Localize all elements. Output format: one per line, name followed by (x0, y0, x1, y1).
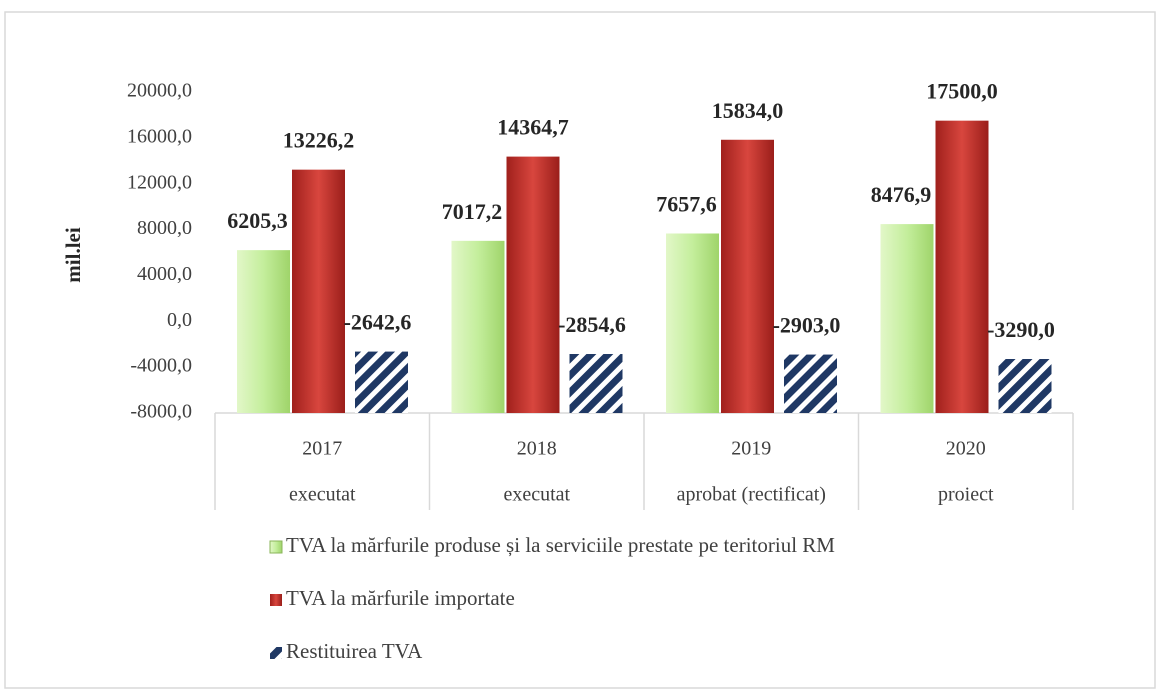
y-tick-label: 16000,0 (127, 125, 192, 147)
legend-label: TVA la mărfurile importate (286, 586, 515, 610)
bar (880, 224, 934, 413)
data-label: 7657,6 (656, 192, 717, 217)
bar (784, 354, 837, 413)
data-label: 17500,0 (926, 79, 998, 104)
bar (355, 351, 408, 413)
x-tick-label: 2019 (731, 438, 771, 460)
y-tick-label: 0,0 (167, 309, 192, 331)
data-label: 6205,3 (227, 208, 288, 233)
x-sublabel: proiect (938, 484, 994, 506)
x-sublabel: aprobat (rectificat) (677, 484, 826, 506)
x-tick-label: 2020 (946, 438, 986, 460)
data-label: -2642,6 (344, 310, 412, 335)
bar (721, 139, 774, 414)
data-label: -2903,0 (773, 313, 841, 338)
data-label: 8476,9 (871, 182, 932, 207)
x-tick-label: 2017 (302, 438, 342, 460)
y-tick-label: 12000,0 (127, 171, 192, 193)
data-label: -3290,0 (987, 317, 1055, 342)
bar (935, 120, 989, 414)
bar (292, 169, 345, 413)
bar (506, 156, 560, 414)
legend-label: Restituirea TVA (286, 639, 423, 663)
legend-marker (270, 594, 282, 606)
x-sublabel: executat (289, 484, 356, 506)
data-label: 15834,0 (712, 98, 784, 123)
y-tick-label: -8000,0 (130, 401, 192, 423)
legend-label: TVA la mărfurile produse și la serviciil… (286, 533, 835, 557)
bar (569, 354, 623, 413)
bar (451, 240, 505, 413)
bar (237, 250, 290, 413)
y-tick-label: -4000,0 (130, 355, 192, 377)
y-tick-label: 8000,0 (137, 217, 192, 239)
data-label: 14364,7 (497, 115, 569, 140)
bar (998, 359, 1052, 413)
data-label: -2854,6 (558, 312, 626, 337)
legend-marker (269, 540, 283, 554)
y-tick-label: 4000,0 (137, 263, 192, 285)
x-tick-label: 2018 (517, 438, 557, 460)
y-tick-label: 20000,0 (127, 80, 192, 102)
data-label: 7017,2 (442, 199, 503, 224)
legend-marker (270, 647, 282, 659)
data-label: 13226,2 (283, 128, 355, 153)
y-axis-label: mil.lei (61, 227, 85, 283)
bar (666, 233, 719, 413)
chart-border (4, 11, 1156, 689)
x-sublabel: executat (503, 484, 570, 506)
